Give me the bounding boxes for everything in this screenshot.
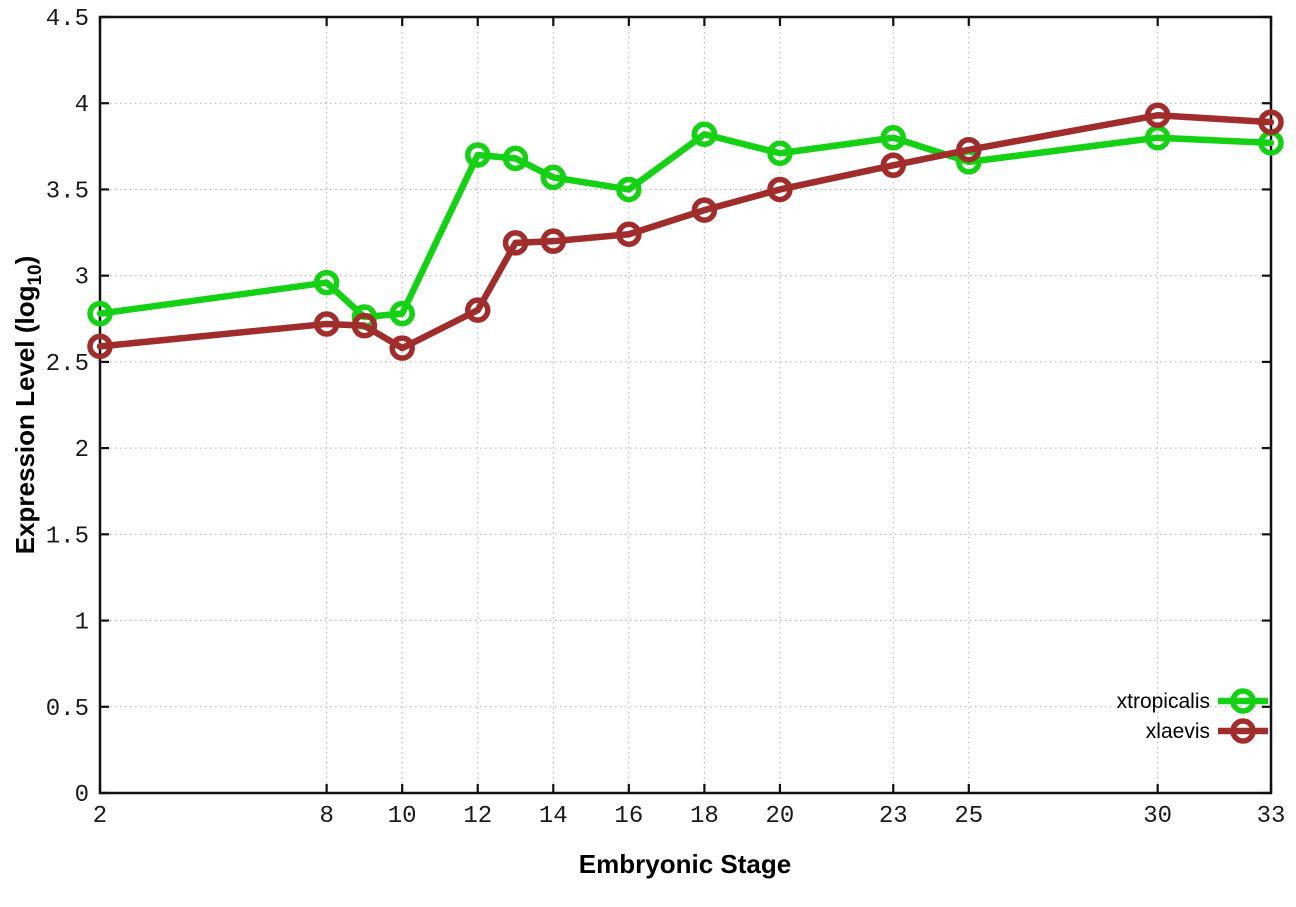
- x-tick-label: 2: [93, 803, 107, 830]
- x-tick-label: 30: [1143, 803, 1172, 830]
- x-tick-label: 18: [690, 803, 719, 830]
- legend-entry-xtropicalis: xtropicalis: [1117, 688, 1268, 714]
- data-point-xlaevis: [691, 197, 718, 223]
- x-tick-label: 20: [766, 803, 795, 830]
- legend-marker-icon: [1230, 718, 1256, 744]
- data-point-xlaevis: [540, 228, 567, 254]
- data-point-xlaevis: [767, 176, 793, 203]
- y-axis-title-main: Expression Level (log: [10, 286, 40, 555]
- y-tick-label: 4.5: [46, 6, 89, 33]
- x-axis-title: Embryonic Stage: [579, 849, 791, 879]
- data-point-xtropicalis: [389, 300, 415, 327]
- plot-border: [98, 15, 1273, 795]
- data-point-xtropicalis: [616, 176, 642, 203]
- y-tick-label: 4: [75, 92, 89, 119]
- y-tick-label: 1: [75, 610, 89, 637]
- data-point-xtropicalis: [880, 124, 907, 151]
- legend: xtropicalis xlaevis: [1117, 688, 1268, 744]
- x-tick-label: 10: [388, 803, 417, 830]
- x-tick-label: 33: [1257, 803, 1286, 830]
- series-xlaevis: [87, 102, 1284, 361]
- data-point-xlaevis: [464, 297, 491, 323]
- data-point-xlaevis: [313, 311, 340, 337]
- y-axis-title-suffix: ): [10, 256, 40, 265]
- data-point-xtropicalis: [502, 145, 529, 172]
- data-point-xtropicalis: [691, 121, 718, 148]
- legend-marker-icon: [1230, 688, 1256, 714]
- x-tick-label: 16: [614, 803, 643, 830]
- y-tick-label: 2.5: [46, 351, 89, 378]
- data-point-xtropicalis: [87, 300, 113, 327]
- tick-labels: 2 8 10 12 14 16 18 20 23 25 30 33 0 0.5 1 1.5 2 2.5 3 3.5 4 4…: [46, 6, 1286, 830]
- data-point-xlaevis: [1144, 102, 1171, 129]
- data-point-xlaevis: [87, 333, 113, 360]
- data-point-xlaevis: [616, 221, 642, 248]
- y-axis-title-subscript: 10: [25, 264, 46, 285]
- legend-label-xtropicalis: xtropicalis: [1117, 690, 1210, 713]
- y-tick-label: 0.5: [46, 696, 89, 723]
- x-tick-label: 14: [539, 803, 568, 830]
- x-tick-label: 25: [954, 803, 983, 830]
- plot-frame: [98, 15, 1273, 795]
- data-point-xlaevis: [502, 230, 529, 256]
- y-tick-label: 1.5: [46, 523, 89, 550]
- x-tick-label: 12: [463, 803, 492, 830]
- legend-label-xlaevis: xlaevis: [1146, 720, 1210, 743]
- data-point-xlaevis: [1258, 109, 1284, 135]
- data-point-xtropicalis: [464, 142, 491, 168]
- legend-entry-xlaevis: xlaevis: [1146, 718, 1268, 744]
- data-point-xtropicalis: [313, 269, 340, 296]
- y-tick-label: 3: [75, 265, 89, 292]
- x-tick-label: 23: [879, 803, 908, 830]
- series-line-xtropicalis: [96, 131, 1275, 321]
- y-tick-label: 3.5: [46, 178, 89, 205]
- data-point-xlaevis: [956, 137, 982, 163]
- y-tick-label: 0: [75, 782, 89, 809]
- data-series: [87, 102, 1284, 361]
- data-point-xlaevis: [389, 335, 415, 361]
- data-point-xtropicalis: [540, 164, 567, 191]
- data-point-xlaevis: [880, 152, 907, 179]
- y-tick-label: 2: [75, 437, 89, 464]
- data-point-xlaevis: [351, 312, 378, 339]
- series-xtropicalis: [87, 121, 1284, 330]
- data-point-xtropicalis: [767, 140, 793, 166]
- y-axis-title: Expression Level (log10): [10, 256, 46, 555]
- x-tick-label: 8: [319, 803, 333, 830]
- grid-lines: [99, 16, 1272, 794]
